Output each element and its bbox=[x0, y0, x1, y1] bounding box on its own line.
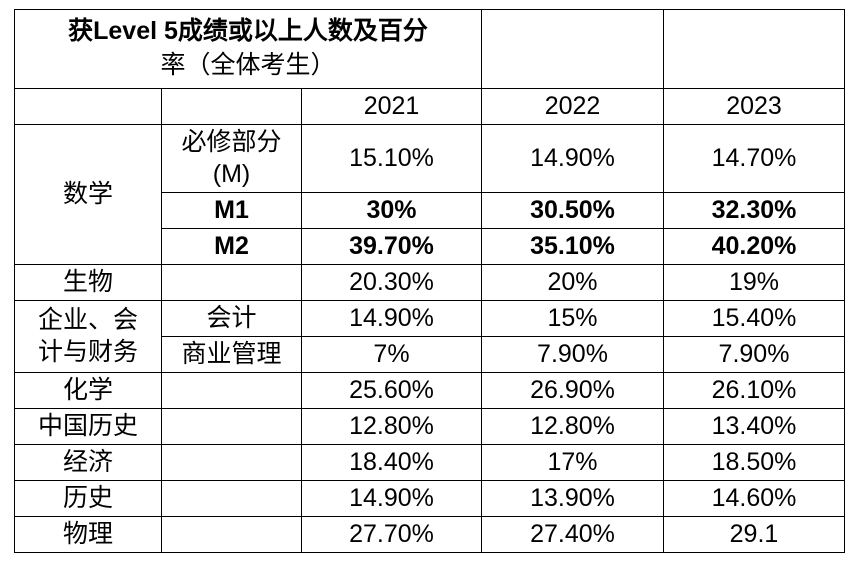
value-cell: 27.70% bbox=[301, 516, 482, 553]
empty-cell bbox=[161, 372, 302, 409]
value-cell: 13.90% bbox=[481, 480, 664, 517]
value-cell: 30% bbox=[301, 192, 482, 229]
sub-label-m1: M1 bbox=[161, 192, 302, 229]
subject-cell: 物理 bbox=[14, 516, 162, 553]
value-cell: 14.90% bbox=[481, 124, 664, 193]
value-cell: 18.40% bbox=[301, 444, 482, 481]
value-cell: 26.10% bbox=[663, 372, 845, 409]
value-cell: 25.60% bbox=[301, 372, 482, 409]
value-cell: 29.1 bbox=[663, 516, 845, 553]
subject-cell-bafs: 企业、会 计与财务 bbox=[14, 300, 162, 373]
table-row: 历史 14.90% 13.90% 14.60% bbox=[14, 480, 845, 517]
year-header: 2021 bbox=[301, 88, 482, 125]
value-cell: 7% bbox=[301, 336, 482, 373]
empty-cell bbox=[161, 264, 302, 301]
empty-cell bbox=[161, 444, 302, 481]
subject-line: 计与财务 bbox=[37, 337, 138, 366]
table-row: 企业、会 计与财务 会计 14.90% 15% 15.40% bbox=[14, 300, 845, 373]
value-cell: 26.90% bbox=[481, 372, 664, 409]
subject-cell-math: 数学 bbox=[14, 124, 162, 265]
value-cell: 7.90% bbox=[481, 336, 664, 373]
value-cell: 13.40% bbox=[663, 408, 845, 445]
value-cell: 39.70% bbox=[301, 228, 482, 265]
sub-label-line: (M) bbox=[212, 159, 251, 188]
value-cell: 32.30% bbox=[663, 192, 845, 229]
value-cell: 15.40% bbox=[663, 300, 845, 337]
sub-label-business: 商业管理 bbox=[161, 336, 302, 373]
value-cell: 35.10% bbox=[481, 228, 664, 265]
empty-cell bbox=[14, 88, 162, 125]
value-cell: 7.90% bbox=[663, 336, 845, 373]
value-cell: 15% bbox=[481, 300, 664, 337]
empty-cell bbox=[161, 88, 302, 125]
value-cell: 14.90% bbox=[301, 480, 482, 517]
title-row: 获Level 5成绩或以上人数及百分 率（全体考生） bbox=[14, 9, 845, 89]
table-row: 经济 18.40% 17% 18.50% bbox=[14, 444, 845, 481]
subject-cell: 历史 bbox=[14, 480, 162, 517]
value-cell: 14.70% bbox=[663, 124, 845, 193]
subject-cell: 生物 bbox=[14, 264, 162, 301]
year-header: 2022 bbox=[481, 88, 664, 125]
value-cell: 20.30% bbox=[301, 264, 482, 301]
value-cell: 19% bbox=[663, 264, 845, 301]
value-cell: 20% bbox=[481, 264, 664, 301]
value-cell: 30.50% bbox=[481, 192, 664, 229]
table-title-line1: 获Level 5成绩或以上人数及百分 bbox=[68, 17, 428, 46]
empty-cell bbox=[161, 408, 302, 445]
table-row: 商业管理 7% 7.90% 7.90% bbox=[15, 336, 845, 373]
table-row: 生物 20.30% 20% 19% bbox=[14, 264, 845, 301]
empty-cell bbox=[663, 9, 845, 89]
value-cell: 15.10% bbox=[301, 124, 482, 193]
results-table: 获Level 5成绩或以上人数及百分 率（全体考生） 2021 2022 202… bbox=[14, 9, 845, 553]
empty-cell bbox=[161, 480, 302, 517]
subject-cell: 化学 bbox=[14, 372, 162, 409]
results-table-container: 获Level 5成绩或以上人数及百分 率（全体考生） 2021 2022 202… bbox=[14, 9, 845, 553]
table-title: 获Level 5成绩或以上人数及百分 率（全体考生） bbox=[14, 9, 482, 89]
value-cell: 18.50% bbox=[663, 444, 845, 481]
table-row: 中国历史 12.80% 12.80% 13.40% bbox=[14, 408, 845, 445]
value-cell: 12.80% bbox=[481, 408, 664, 445]
empty-cell bbox=[481, 9, 664, 89]
subject-cell: 经济 bbox=[14, 444, 162, 481]
value-cell: 27.40% bbox=[481, 516, 664, 553]
sub-label-accounting: 会计 bbox=[161, 300, 302, 337]
subject-line: 企业、会 bbox=[37, 306, 138, 335]
value-cell: 17% bbox=[481, 444, 664, 481]
year-header: 2023 bbox=[663, 88, 845, 125]
table-title-line2: 率（全体考生） bbox=[160, 51, 336, 79]
year-header-row: 2021 2022 2023 bbox=[14, 88, 845, 125]
sub-label-compulsory: 必修部分 (M) bbox=[161, 124, 302, 193]
sub-label-line: 必修部分 bbox=[181, 128, 282, 157]
sub-label-m2: M2 bbox=[161, 228, 302, 265]
table-row: 物理 27.70% 27.40% 29.1 bbox=[14, 516, 845, 553]
value-cell: 14.90% bbox=[301, 300, 482, 337]
value-cell: 12.80% bbox=[301, 408, 482, 445]
value-cell: 40.20% bbox=[663, 228, 845, 265]
subject-cell: 中国历史 bbox=[14, 408, 162, 445]
value-cell: 14.60% bbox=[663, 480, 845, 517]
table-row: 数学 必修部分 (M) 15.10% 14.90% 14.70% bbox=[14, 124, 845, 265]
table-row: 化学 25.60% 26.90% 26.10% bbox=[14, 372, 845, 409]
empty-cell bbox=[161, 516, 302, 553]
